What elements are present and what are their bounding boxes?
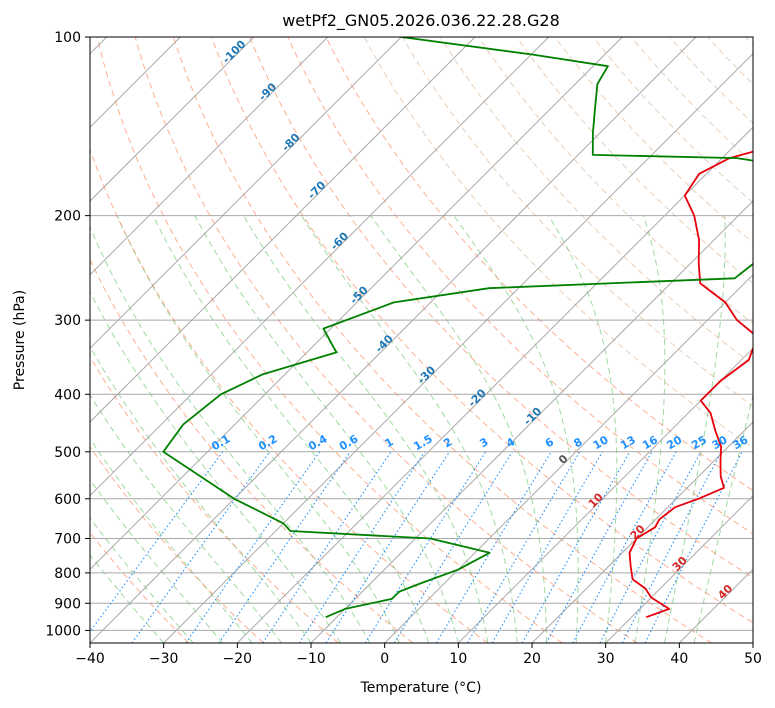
y-axis-ticks: 100 200 300 400 500 600 700 800 900 1000: [45, 30, 90, 639]
moist-adiabat: [90, 437, 253, 643]
isotherm-line: [90, 37, 329, 276]
profile-lines: [162, 37, 753, 619]
dry-adiabat: [96, 37, 563, 643]
mixing-ratio-line: [364, 451, 487, 643]
y-axis-label: Pressure (hPa): [12, 290, 28, 390]
x-tick-label: 30: [597, 651, 615, 667]
mixing-ratio-line: [599, 451, 702, 643]
dry-adiabat: [211, 37, 753, 624]
dry-adiabat: [134, 37, 638, 643]
plot-frame: [89, 36, 754, 644]
isotherms: [90, 37, 753, 643]
x-tick-label: −30: [149, 651, 179, 667]
x-axis-label: Temperature (°C): [360, 680, 482, 696]
isotherm-line: [310, 200, 753, 643]
temperature-profile: [628, 150, 753, 619]
isotherm-line: [752, 642, 753, 643]
dry-adiabat: [249, 37, 753, 579]
moist-adiabat: [90, 393, 282, 643]
isotherm-line: [90, 37, 623, 571]
dry-adiabat: [325, 37, 753, 492]
moist-adiabat: [548, 215, 618, 643]
moist-adiabat: [370, 215, 548, 643]
mixing-ratio-line: [298, 451, 426, 643]
moist-adiabat: [634, 215, 666, 643]
moist-adiabat: [90, 290, 341, 643]
x-tick-label: 20: [523, 651, 541, 667]
dry-adiabat: [287, 37, 753, 535]
isotherm-line: [384, 273, 753, 643]
x-axis-ticks: −40 −30 −20 −10 0 10 20 30 40 50: [75, 643, 762, 667]
isotherm-line: [90, 37, 697, 643]
isotherm-line: [457, 347, 753, 643]
dry-adiabat: [90, 445, 264, 643]
moist-adiabats: [90, 215, 753, 643]
y-tick-label: 600: [54, 492, 81, 508]
isotherm-line: [90, 37, 550, 497]
mixing-ratio-line: [435, 451, 552, 643]
x-tick-label: −20: [223, 651, 253, 667]
mixing-ratio-line: [521, 451, 631, 643]
mixing-ratio-line: [262, 451, 392, 643]
mixing-ratio-line: [131, 451, 271, 643]
isotherm-line: [605, 494, 753, 643]
mixing-ratio-line: [545, 451, 653, 643]
x-tick-label: 50: [744, 651, 762, 667]
moist-adiabat: [664, 215, 726, 643]
isotherm-line: [163, 52, 753, 643]
x-tick-label: 40: [670, 651, 688, 667]
x-tick-label: 0: [380, 651, 389, 667]
y-tick-label: 300: [54, 313, 81, 329]
moist-adiabat: [116, 215, 400, 643]
x-tick-label: −10: [296, 651, 326, 667]
dry-adiabat: [516, 37, 753, 284]
dewpoint-profile: [162, 37, 753, 619]
y-tick-label: 200: [54, 209, 81, 225]
y-tick-label: 400: [54, 387, 81, 403]
moist-adiabat: [152, 215, 430, 643]
isotherm-line: [90, 37, 255, 202]
dry-adiabat: [90, 355, 339, 643]
moist-adiabat: [90, 478, 223, 643]
moist-adiabat: [194, 215, 459, 643]
y-tick-label: 1000: [45, 623, 81, 639]
chart-title: wetPf2_GN05.2026.036.22.28.G28: [282, 11, 560, 31]
dry-adiabat: [172, 37, 712, 643]
x-tick-label: −40: [75, 651, 105, 667]
plot-background: [90, 37, 753, 643]
x-tick-label: 10: [449, 651, 467, 667]
mixing-ratio-line: [325, 451, 451, 643]
isotherm-line: [90, 37, 476, 423]
isotherm-line: [531, 421, 753, 643]
mixing-ratio-line: [572, 451, 677, 643]
mixing-ratio-line: [90, 451, 224, 633]
y-tick-label: 700: [54, 532, 81, 548]
y-tick-label: 900: [54, 596, 81, 612]
moist-adiabat: [453, 215, 579, 643]
y-tick-label: 800: [54, 566, 81, 582]
dry-adiabats: [90, 37, 753, 643]
dry-adiabat: [90, 258, 414, 643]
mixing-ratio-line: [185, 451, 321, 643]
isotherm-line: [90, 37, 402, 350]
moist-adiabat: [90, 345, 312, 643]
mixing-ratio-line: [644, 451, 743, 643]
y-tick-label: 500: [54, 445, 81, 461]
y-tick-label: 100: [54, 30, 81, 46]
mixing-ratio-line: [218, 451, 351, 643]
isotherm-line: [236, 126, 753, 643]
mixing-ratio-lines: [90, 451, 743, 643]
